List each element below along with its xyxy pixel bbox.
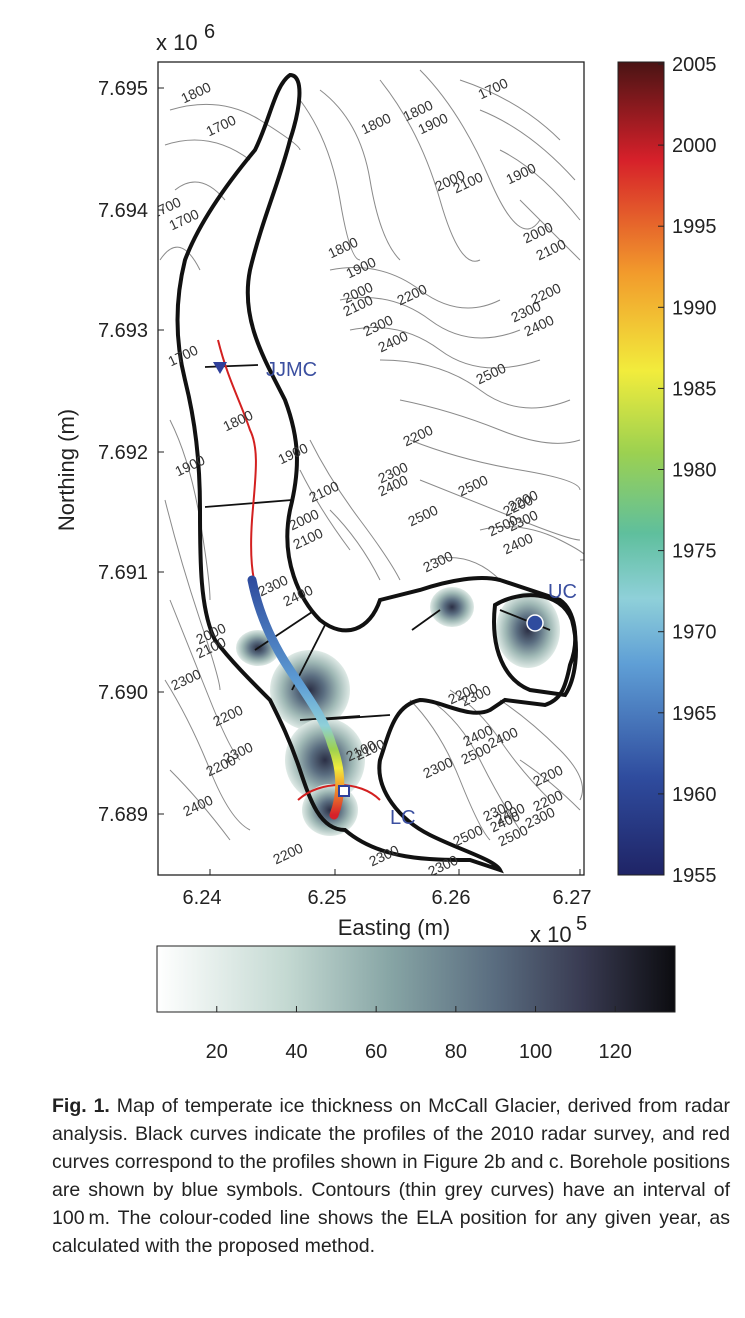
site-label-uc: UC (548, 581, 577, 603)
thickness-tick-label: 40 (285, 1041, 307, 1063)
y-tick-label: 7.690 (98, 682, 148, 704)
year-colorbar-ticks: 2005 2000 1995 1990 1985 1980 1975 1970 1965 1960… (658, 54, 717, 887)
x-tick-label: 6.27 (553, 887, 592, 909)
thickness-tick-label: 80 (445, 1041, 467, 1063)
thickness-tick-label: 100 (519, 1041, 552, 1063)
y-multiplier-exp: 6 (204, 21, 215, 43)
glacier-outline (175, 72, 578, 874)
x-axis: 6.24 6.25 6.26 6.27 (183, 869, 592, 909)
year-tick-label: 1985 (672, 378, 717, 400)
x-multiplier-exp: 5 (576, 913, 587, 935)
year-tick-label: 1995 (672, 216, 717, 238)
x-multiplier: x 10 (530, 922, 572, 947)
borehole-square-icon (338, 785, 350, 797)
year-tick-label: 1960 (672, 784, 717, 806)
year-tick-label: 2005 (672, 54, 717, 76)
year-tick-label: 1980 (672, 460, 717, 482)
borehole-triangle-icon (213, 362, 227, 374)
caption-label: Fig. 1. (52, 1095, 110, 1117)
x-tick-label: 6.25 (308, 887, 347, 909)
x-tick-label: 6.26 (432, 887, 471, 909)
year-tick-label: 1990 (672, 297, 717, 319)
topographic-contours (159, 69, 584, 841)
figure-caption: Fig. 1. Map of temperate ice thickness o… (52, 1092, 730, 1260)
caption-text: Map of temperate ice thickness on McCall… (52, 1095, 730, 1257)
figure: x 10 6 (54, 21, 717, 1063)
x-axis-label: Easting (m) (338, 915, 450, 940)
year-tick-label: 1970 (672, 622, 717, 644)
thickness-colorbar (156, 945, 676, 1013)
borehole-circle-icon (526, 614, 544, 632)
y-tick-label: 7.694 (98, 200, 148, 222)
y-tick-label: 7.693 (98, 320, 148, 342)
thickness-tick-label: 60 (365, 1041, 387, 1063)
thickness-colorbar-ticks: 20 40 60 80 100 120 (206, 1006, 632, 1063)
year-tick-label: 1955 (672, 865, 717, 887)
year-tick-label: 1975 (672, 541, 717, 563)
site-label-lc: LC (390, 807, 416, 829)
y-tick-label: 7.692 (98, 442, 148, 464)
ela-line (247, 575, 345, 820)
year-tick-label: 1965 (672, 703, 717, 725)
y-axis: 7.695 7.694 7.693 7.692 7.691 7.690 7.689 (98, 78, 164, 826)
thickness-tick-label: 20 (206, 1041, 228, 1063)
y-axis-label: Northing (m) (54, 409, 79, 531)
year-colorbar (617, 61, 665, 876)
y-tick-label: 7.691 (98, 562, 148, 584)
y-tick-label: 7.695 (98, 78, 148, 100)
y-multiplier: x 10 (156, 30, 198, 55)
map-frame (157, 61, 585, 876)
site-label-jjmc: JJMC (266, 359, 317, 381)
year-tick-label: 2000 (672, 135, 717, 157)
thickness-tick-label: 120 (599, 1041, 632, 1063)
y-tick-label: 7.689 (98, 804, 148, 826)
x-tick-label: 6.24 (183, 887, 222, 909)
